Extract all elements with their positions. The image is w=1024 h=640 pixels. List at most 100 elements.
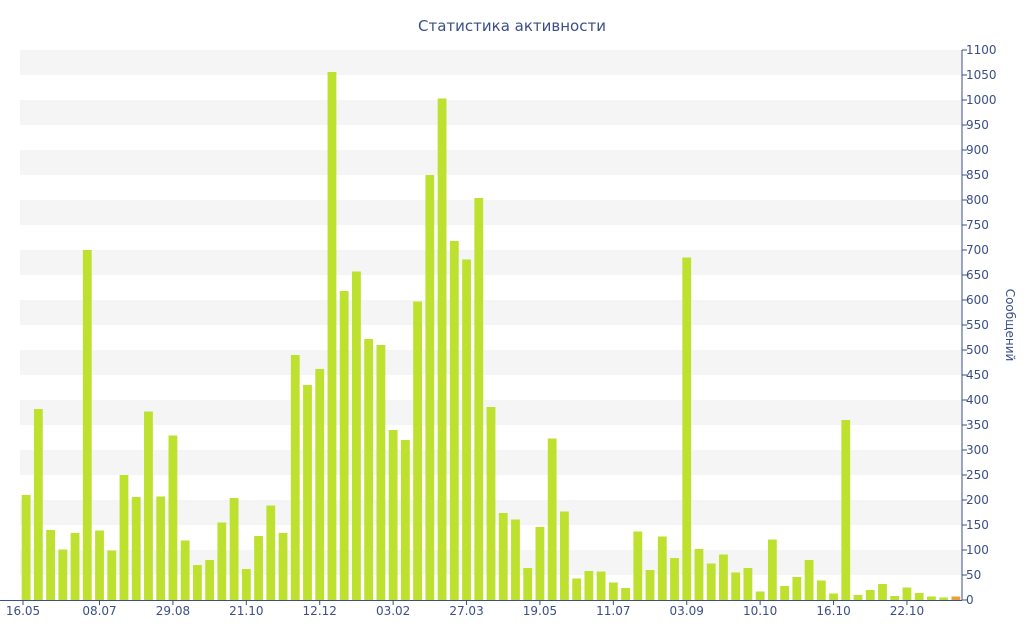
bar: [95, 530, 104, 600]
bar: [682, 257, 692, 600]
bar: [205, 560, 215, 600]
bar: [131, 497, 141, 600]
y-tick-label: 450: [966, 368, 989, 382]
bar: [804, 560, 814, 600]
x-tick-label: 11.07: [596, 604, 630, 618]
bar: [376, 345, 386, 600]
y-tick-label: 300: [966, 443, 989, 457]
y-tick-label: 800: [966, 193, 989, 207]
y-tick-label: 1100: [966, 43, 997, 57]
y-tick-label: 500: [966, 343, 989, 357]
bar: [303, 385, 312, 600]
bar: [939, 597, 949, 600]
bar: [927, 596, 936, 600]
bar: [33, 409, 43, 600]
y-ticks: 0 50 100 150 200 250 300 350 400 450 500 550 600 650 7…: [962, 43, 997, 607]
bar: [290, 355, 300, 600]
y-tick-label: 100: [966, 543, 989, 557]
bar: [278, 533, 288, 600]
bar: [792, 577, 802, 600]
y-tick-label: 650: [966, 268, 989, 282]
y-tick-label: 750: [966, 218, 989, 232]
bar: [902, 587, 912, 600]
y-tick-label: 250: [966, 468, 989, 482]
x-tick-label: 03.09: [670, 604, 704, 618]
bar: [400, 440, 410, 600]
bar: [535, 527, 545, 600]
bar: [559, 511, 569, 600]
bar: [743, 568, 753, 600]
y-axis-label: Сообщений: [1003, 289, 1017, 362]
y-tick-label: 400: [966, 393, 989, 407]
bar: [841, 420, 851, 600]
bar: [241, 569, 251, 600]
bar: [192, 565, 202, 600]
bar: [327, 72, 337, 600]
bar: [694, 549, 704, 600]
x-tick-label: 12.12: [303, 604, 337, 618]
y-tick-label: 0: [966, 593, 974, 607]
bar: [780, 586, 790, 600]
bar: [168, 435, 178, 600]
bar: [572, 578, 582, 600]
grid-band: [20, 100, 962, 125]
y-tick-label: 700: [966, 243, 989, 257]
x-tick-label: 21.10: [229, 604, 263, 618]
x-tick-label: 08.07: [82, 604, 116, 618]
bar: [21, 495, 31, 600]
x-tick-label: 29.08: [156, 604, 190, 618]
bar: [413, 301, 423, 600]
bar: [119, 475, 129, 600]
bar: [816, 580, 826, 600]
bar: [364, 339, 374, 600]
bar: [254, 536, 263, 600]
y-tick-label: 150: [966, 518, 989, 532]
bar: [474, 198, 484, 600]
y-tick-label: 1000: [966, 93, 997, 107]
y-tick-label: 850: [966, 168, 989, 182]
y-tick-label: 950: [966, 118, 989, 132]
x-tick-label: 27.03: [449, 604, 483, 618]
grid-band: [20, 50, 962, 75]
bar: [388, 430, 398, 600]
x-tick-label: 19.05: [523, 604, 557, 618]
bar: [853, 595, 863, 600]
y-tick-label: 200: [966, 493, 989, 507]
y-tick-label: 600: [966, 293, 989, 307]
y-tick-label: 50: [966, 568, 981, 582]
y-tick-label: 1050: [966, 68, 997, 82]
bar: [596, 571, 606, 600]
bar: [657, 536, 667, 600]
bar: [865, 590, 875, 600]
grid-bands: [20, 50, 962, 575]
bar: [890, 596, 900, 600]
bar: [523, 568, 533, 600]
grid-band: [20, 300, 962, 325]
bar: [547, 438, 557, 600]
x-tick-label: 16.05: [6, 604, 40, 618]
bar: [315, 369, 325, 600]
grid-band: [20, 350, 962, 375]
bar: [498, 513, 508, 600]
bar: [449, 241, 459, 600]
bar: [621, 588, 630, 600]
y-tick-label: 350: [966, 418, 989, 432]
y-tick-label: 550: [966, 318, 989, 332]
bar: [511, 519, 520, 600]
bar: [156, 496, 166, 600]
bar: [633, 531, 643, 600]
bar: [144, 411, 153, 600]
bar: [425, 175, 435, 600]
bar: [229, 498, 239, 600]
chart-title: Статистика активности: [418, 17, 606, 35]
bar: [462, 259, 471, 600]
bar: [914, 593, 924, 600]
x-ticks: 16.05 08.07 29.08 21.10 12.12 03.02 27.03 19.05…: [6, 600, 924, 618]
bar: [731, 572, 741, 600]
bar: [670, 558, 679, 600]
bar: [706, 563, 716, 600]
bar: [645, 570, 655, 600]
bar: [217, 522, 227, 600]
x-tick-label: 10.10: [743, 604, 777, 618]
